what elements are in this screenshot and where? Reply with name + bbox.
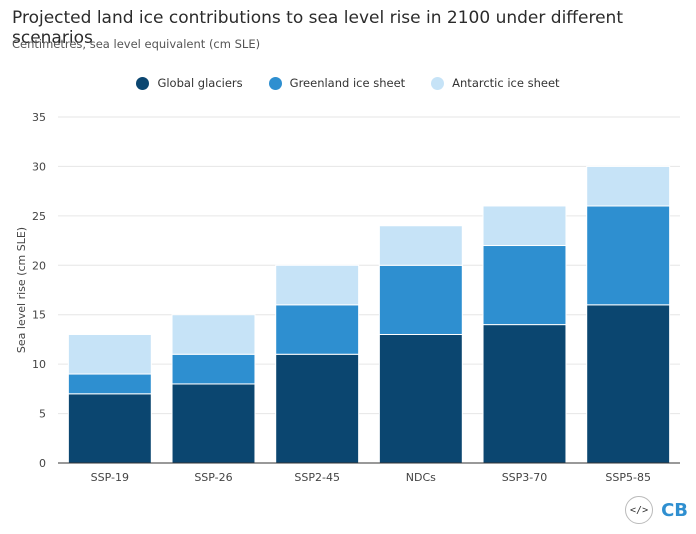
bar-greenland-ssp2-45 — [275, 304, 360, 355]
y-tick-label-20: 20 — [32, 259, 46, 272]
x-tick-label-ssp-26: SSP-26 — [194, 471, 232, 484]
bar-antarctic-ssp5-85 — [586, 165, 671, 207]
bar-greenland-ssp-19 — [67, 373, 152, 395]
chart-subtitle: Centimetres, sea level equivalent (cm SL… — [12, 37, 261, 51]
y-tick-label-35: 35 — [32, 111, 46, 124]
bar-glaciers-ssp5-85 — [586, 304, 671, 464]
carbon-brief-logo: CB — [661, 499, 688, 521]
y-tick-label-10: 10 — [32, 358, 46, 371]
y-tick-label-5: 5 — [39, 408, 46, 421]
bar-antarctic-ndcs — [378, 225, 463, 266]
bar-greenland-ssp-26 — [171, 353, 256, 385]
chart-title: Projected land ice contributions to sea … — [12, 8, 623, 48]
y-axis-label: Sea level rise (cm SLE) — [15, 227, 28, 353]
legend-item-antarctic: Antarctic ice sheet — [431, 76, 560, 90]
x-tick-label-ssp3-70: SSP3-70 — [502, 471, 548, 484]
branding: </> CB — [625, 496, 688, 524]
y-tick-label-0: 0 — [39, 457, 46, 470]
x-tick-label-ssp-19: SSP-19 — [91, 471, 129, 484]
legend-swatch-antarctic — [431, 76, 445, 90]
bar-antarctic-ssp2-45 — [275, 264, 360, 306]
bar-glaciers-ssp2-45 — [275, 353, 360, 464]
legend-item-greenland: Greenland ice sheet — [268, 76, 406, 90]
y-tick-label-25: 25 — [32, 210, 46, 223]
legend-swatch-greenland — [268, 76, 282, 90]
legend-label-greenland: Greenland ice sheet — [289, 76, 406, 90]
bar-greenland-ssp3-70 — [482, 245, 567, 326]
legend-item-glaciers: Global glaciers — [136, 76, 243, 90]
y-tick-label-15: 15 — [32, 309, 46, 322]
bar-greenland-ndcs — [378, 264, 463, 335]
legend: Global glaciers Greenland ice sheet Anta… — [0, 76, 696, 90]
embed-code-icon[interactable]: </> — [625, 496, 654, 524]
legend-swatch-glaciers — [136, 76, 150, 90]
x-tick-label-ssp2-45: SSP2-45 — [294, 471, 340, 484]
bar-antarctic-ssp-19 — [67, 333, 152, 375]
bar-glaciers-ndcs — [378, 333, 463, 464]
bar-glaciers-ssp-19 — [67, 393, 152, 464]
legend-label-antarctic: Antarctic ice sheet — [452, 76, 560, 90]
x-tick-label-ssp5-85: SSP5-85 — [605, 471, 651, 484]
bar-glaciers-ssp3-70 — [482, 324, 567, 464]
y-tick-label-30: 30 — [32, 160, 46, 173]
bar-antarctic-ssp3-70 — [482, 205, 567, 247]
bar-greenland-ssp5-85 — [586, 205, 671, 306]
x-tick-label-ndcs: NDCs — [406, 471, 436, 484]
bar-antarctic-ssp-26 — [171, 314, 256, 355]
legend-label-glaciers: Global glaciers — [157, 76, 243, 90]
bar-glaciers-ssp-26 — [171, 383, 256, 464]
